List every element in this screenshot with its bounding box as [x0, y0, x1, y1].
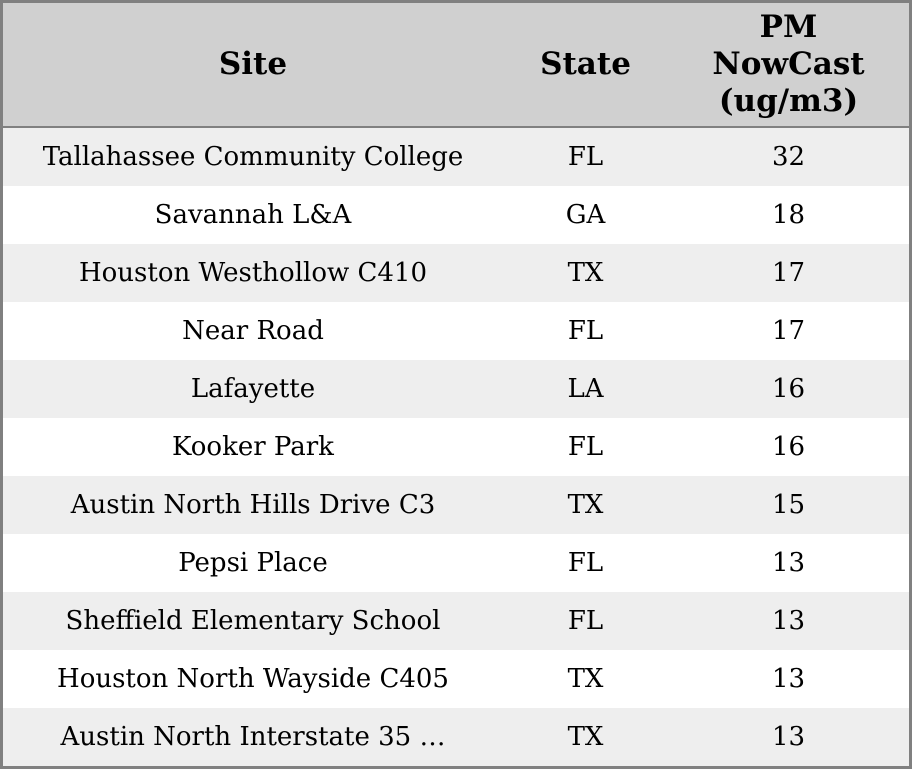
state-cell: LA	[567, 374, 604, 404]
pm-value-cell: 13	[771, 606, 806, 636]
table-row: Austin North Hills Drive C3 TX 15	[3, 476, 909, 534]
column-header-site: Site	[218, 46, 288, 82]
table-header-row: Site State PM NowCast (ug/m3)	[3, 3, 909, 128]
column-header-pm-nowcast: PM NowCast (ug/m3)	[712, 9, 865, 119]
site-cell: Near Road	[182, 316, 324, 346]
site-cell: Lafayette	[190, 374, 316, 404]
state-cell: FL	[567, 316, 604, 346]
site-cell: Austin North Hills Drive C3	[70, 490, 436, 520]
site-cell: Sheffield Elementary School	[65, 606, 441, 636]
state-cell: TX	[567, 664, 604, 694]
table-row: Houston Westhollow C410 TX 17	[3, 244, 909, 302]
pm-value-cell: 13	[771, 664, 806, 694]
pm-value-cell: 15	[771, 490, 806, 520]
pm-value-cell: 16	[771, 374, 806, 404]
state-cell: FL	[567, 432, 604, 462]
column-header-state: State	[540, 46, 631, 82]
table-row: Austin North Interstate 35 … TX 13	[3, 708, 909, 766]
state-cell: TX	[567, 722, 604, 752]
table-row: Houston North Wayside C405 TX 13	[3, 650, 909, 708]
site-cell: Kooker Park	[172, 432, 334, 462]
site-cell: Savannah L&A	[154, 200, 352, 230]
table-row: Lafayette LA 16	[3, 360, 909, 418]
state-cell: FL	[567, 142, 604, 172]
site-cell: Austin North Interstate 35 …	[60, 722, 446, 752]
state-cell: FL	[567, 548, 604, 578]
state-cell: GA	[565, 200, 606, 230]
table-body: Tallahassee Community College FL 32 Sava…	[3, 128, 909, 766]
pm-value-cell: 17	[771, 316, 806, 346]
table-row: Savannah L&A GA 18	[3, 186, 909, 244]
state-cell: TX	[567, 490, 604, 520]
state-cell: TX	[567, 258, 604, 288]
pm-value-cell: 32	[771, 142, 806, 172]
pm-value-cell: 18	[771, 200, 806, 230]
site-cell: Houston Westhollow C410	[78, 258, 428, 288]
site-cell: Pepsi Place	[178, 548, 328, 578]
table-row: Pepsi Place FL 13	[3, 534, 909, 592]
site-cell: Tallahassee Community College	[42, 142, 464, 172]
pm-value-cell: 13	[771, 548, 806, 578]
table-row: Sheffield Elementary School FL 13	[3, 592, 909, 650]
site-cell: Houston North Wayside C405	[57, 664, 449, 694]
pm-value-cell: 17	[771, 258, 806, 288]
table-row: Tallahassee Community College FL 32	[3, 128, 909, 186]
pm-value-cell: 13	[771, 722, 806, 752]
table-row: Near Road FL 17	[3, 302, 909, 360]
state-cell: FL	[567, 606, 604, 636]
pm-value-cell: 16	[771, 432, 806, 462]
table-row: Kooker Park FL 16	[3, 418, 909, 476]
